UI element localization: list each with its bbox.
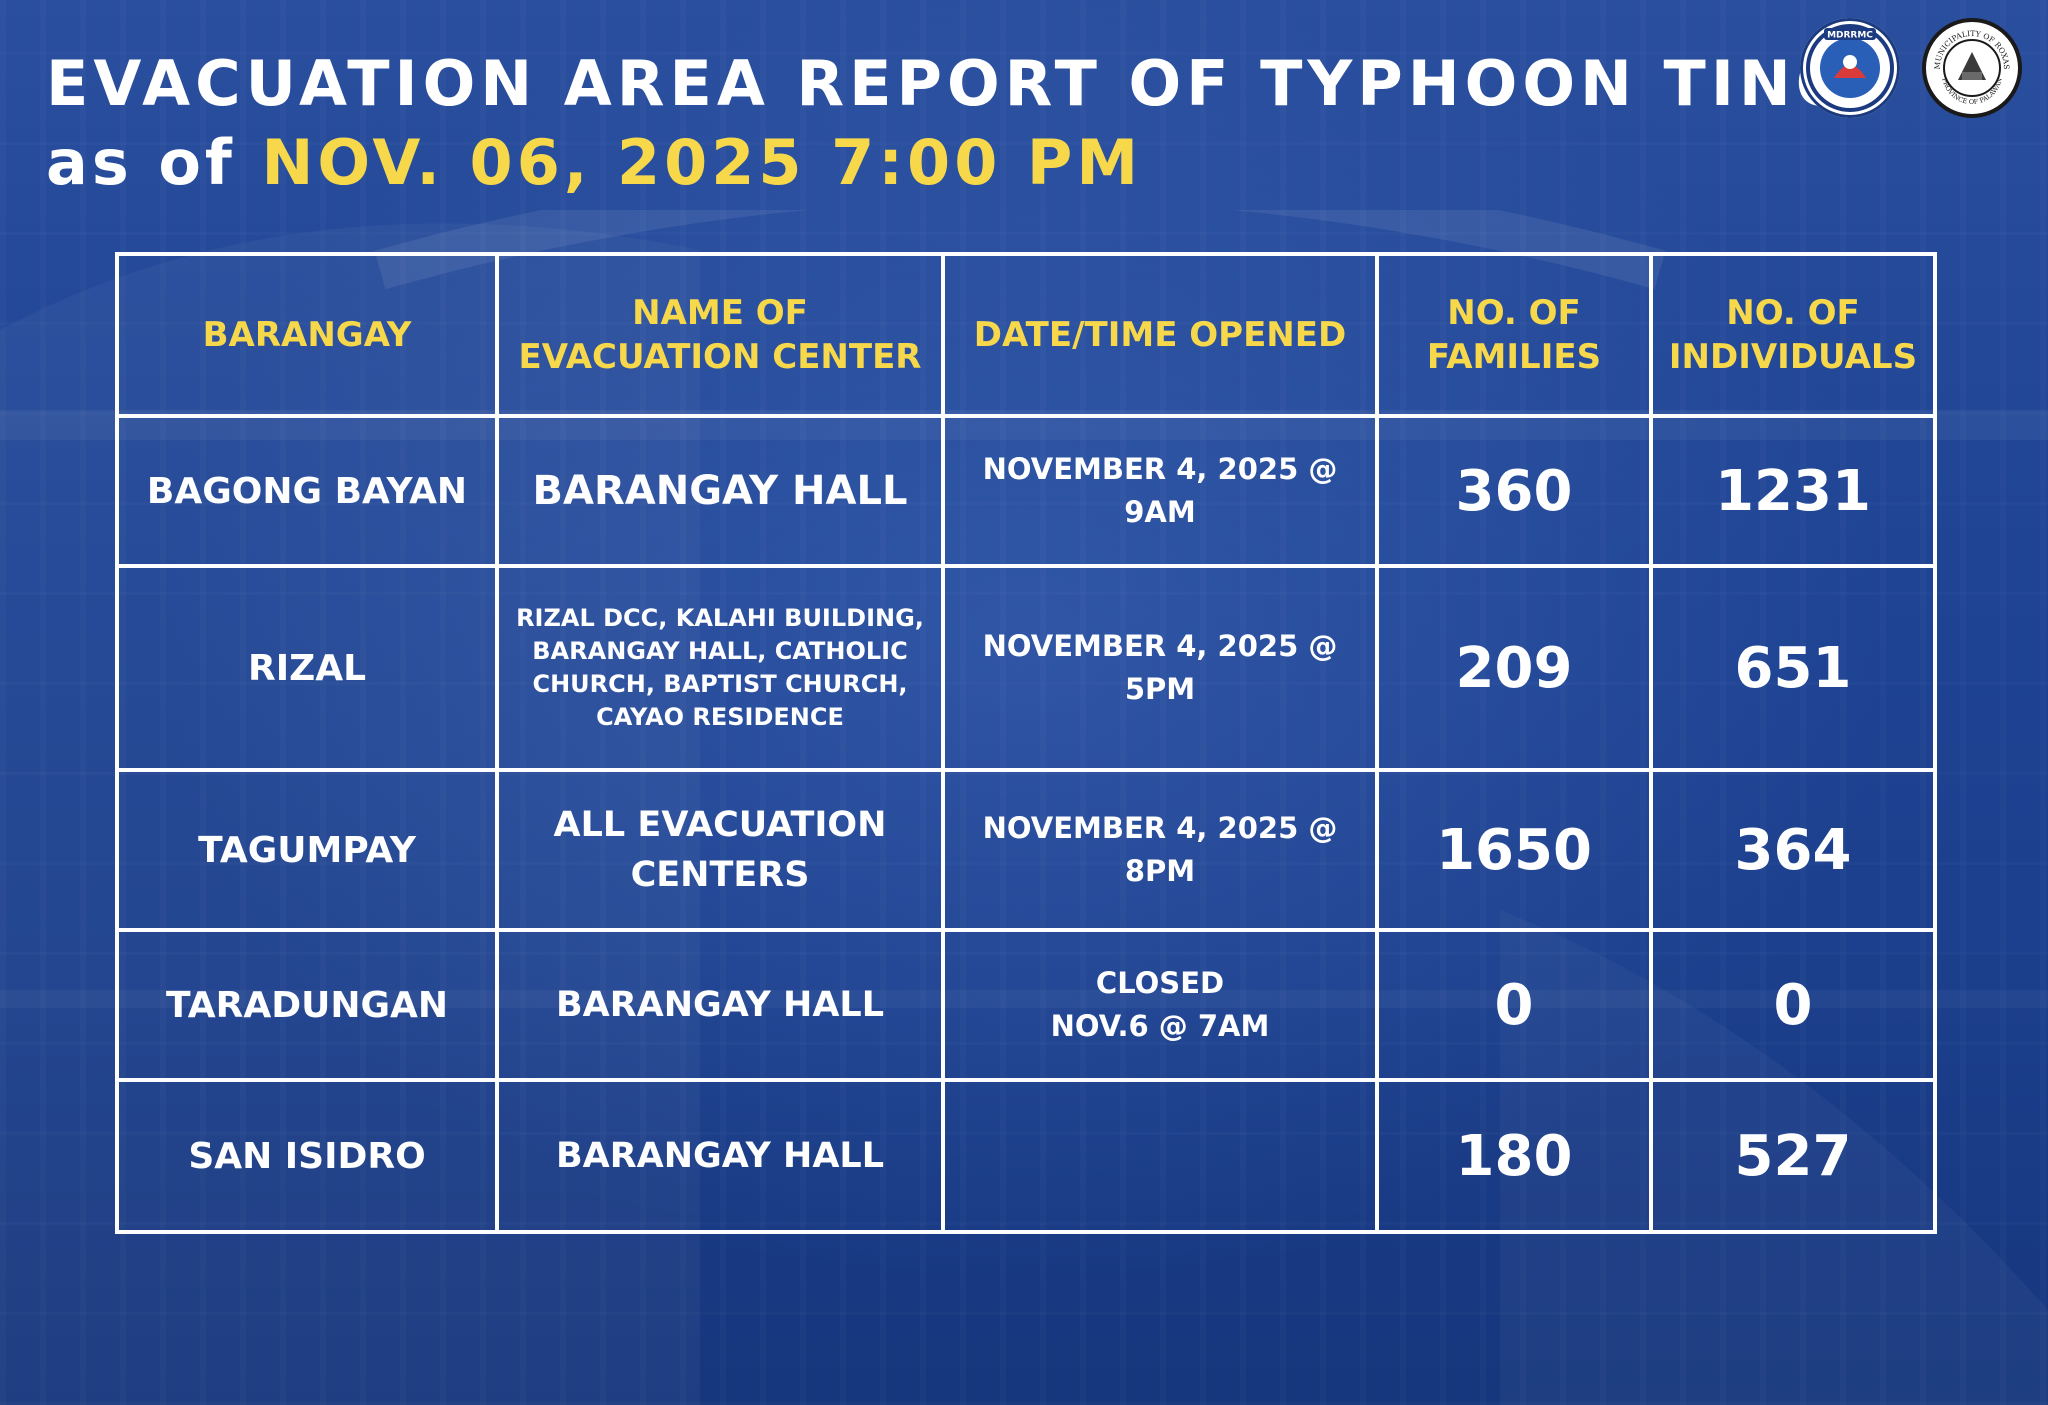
- evacuation-center-cell: RIZAL DCC, KALAHI BUILDING, BARANGAY HALL…: [495, 564, 945, 772]
- table-header-row: BARANGAY NAME OF EVACUATION CENTER DATE/T…: [115, 252, 1937, 418]
- barangay-cell: RIZAL: [115, 564, 499, 772]
- date-opened-cell: NOVEMBER 4, 2025 @5PM: [941, 564, 1379, 772]
- subtitle-prefix: as of: [46, 126, 236, 199]
- barangay-cell: BAGONG BAYAN: [115, 414, 499, 568]
- families-cell: 1650: [1375, 768, 1653, 932]
- families-cell: 180: [1375, 1078, 1653, 1234]
- evacuation-center-cell: BARANGAY HALL: [495, 928, 945, 1082]
- mdrrmc-logo-icon: MDRRMC: [1800, 18, 1900, 118]
- mdrrmc-logo-text: MDRRMC: [1827, 31, 1873, 41]
- header-evacuation-center: NAME OF EVACUATION CENTER: [495, 252, 945, 418]
- date-opened-cell: NOVEMBER 4, 2025 @8PM: [941, 768, 1379, 932]
- individuals-cell: 1231: [1649, 414, 1937, 568]
- date-opened-cell: [941, 1078, 1379, 1234]
- header-barangay: BARANGAY: [115, 252, 499, 418]
- table-row: TARADUNGAN BARANGAY HALL CLOSED NOV.6 @ 7…: [115, 928, 1937, 1082]
- report-header: EVACUATION AREA REPORT OF TYPHOON TINO a…: [46, 46, 1853, 204]
- families-cell: 0: [1375, 928, 1653, 1082]
- families-cell: 360: [1375, 414, 1653, 568]
- evacuation-center-cell: ALL EVACUATION CENTERS: [495, 768, 945, 932]
- evacuation-center-cell: BARANGAY HALL: [495, 1078, 945, 1234]
- report-subtitle: as of NOV. 06, 2025 7:00 PM: [46, 122, 1853, 204]
- table-row: RIZAL RIZAL DCC, KALAHI BUILDING, BARANGA…: [115, 564, 1937, 772]
- table-row: BAGONG BAYAN BARANGAY HALL NOVEMBER 4, 2…: [115, 414, 1937, 568]
- table-row: TAGUMPAY ALL EVACUATION CENTERS NOVEMBER …: [115, 768, 1937, 932]
- barangay-cell: SAN ISIDRO: [115, 1078, 499, 1234]
- barangay-cell: TAGUMPAY: [115, 768, 499, 932]
- header-individuals: NO. OF INDIVIDUALS: [1649, 252, 1937, 418]
- date-opened-cell: NOVEMBER 4, 2025 @9AM: [941, 414, 1379, 568]
- report-datetime: NOV. 06, 2025 7:00 PM: [261, 126, 1143, 199]
- report-title: EVACUATION AREA REPORT OF TYPHOON TINO: [46, 47, 1854, 120]
- table-row: SAN ISIDRO BARANGAY HALL 180 527: [115, 1078, 1937, 1234]
- header-date-opened: DATE/TIME OPENED: [941, 252, 1379, 418]
- individuals-cell: 651: [1649, 564, 1937, 772]
- individuals-cell: 0: [1649, 928, 1937, 1082]
- barangay-cell: TARADUNGAN: [115, 928, 499, 1082]
- logos: MDRRMC MUNICIPALITY OF ROXAS PROVINCE OF…: [1800, 18, 2022, 118]
- date-opened-cell: CLOSED NOV.6 @ 7AM: [941, 928, 1379, 1082]
- header-families: NO. OF FAMILIES: [1375, 252, 1653, 418]
- families-cell: 209: [1375, 564, 1653, 772]
- evacuation-center-cell: BARANGAY HALL: [495, 414, 945, 568]
- individuals-cell: 527: [1649, 1078, 1937, 1234]
- individuals-cell: 364: [1649, 768, 1937, 932]
- evacuation-report-table: BARANGAY NAME OF EVACUATION CENTER DATE/T…: [115, 252, 1937, 1234]
- municipality-seal-icon: MUNICIPALITY OF ROXAS PROVINCE OF PALAWA…: [1922, 18, 2022, 118]
